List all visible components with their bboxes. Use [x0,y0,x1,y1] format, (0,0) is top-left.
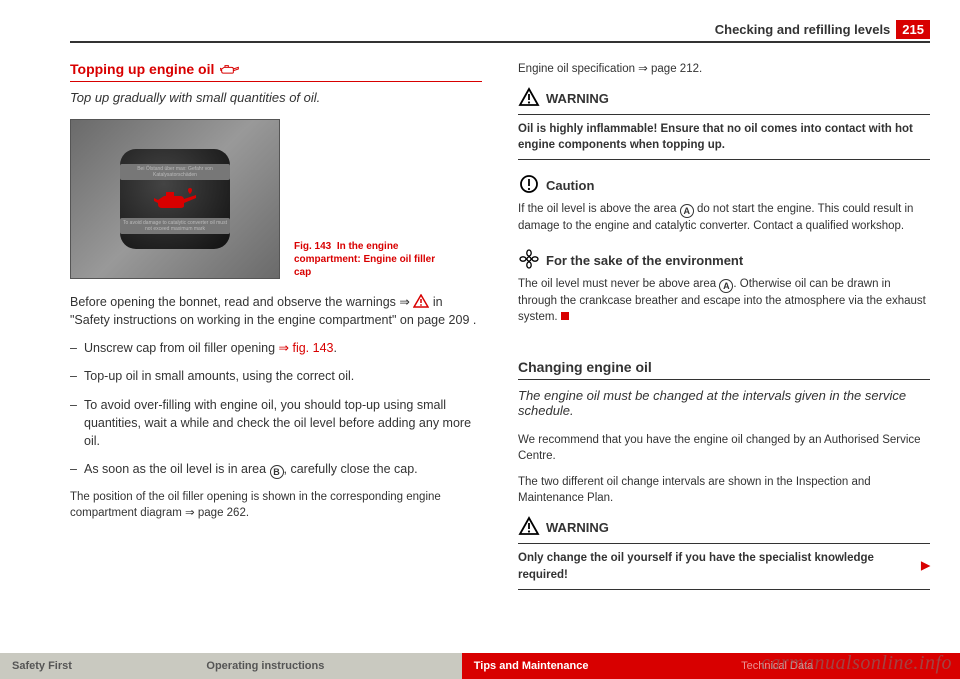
list-item: Unscrew cap from oil filler opening ⇒ fi… [70,339,482,357]
spec-reference: Engine oil specification ⇒ page 212. [518,61,930,75]
caution-icon [518,174,540,197]
instruction-list: Unscrew cap from oil filler opening ⇒ fi… [70,339,482,479]
warning-label: WARNING [546,520,609,535]
figure-block: Bei Ölstand über max: Gefahr von Katalys… [70,119,482,279]
footer-tab-operating: Operating instructions [194,653,461,679]
intro-paragraph: Before opening the bonnet, read and obse… [70,293,482,329]
left-column: Topping up engine oil Top up gradually w… [70,61,482,604]
warning-triangle-icon [518,87,540,110]
warning-box-1: WARNING Oil is highly inflammable! Ensur… [518,87,930,160]
environment-body: The oil level must never be above area A… [518,276,930,325]
header-title: Checking and refilling levels [715,22,891,37]
flower-icon [518,249,540,272]
page-header: Checking and refilling levels 215 [70,20,930,43]
environment-label: For the sake of the environment [546,253,743,268]
warning-box-2: WARNING Only change the oil yourself if … [518,516,930,589]
right-column: Engine oil specification ⇒ page 212. WAR… [518,61,930,604]
warning-body: Only change the oil yourself if you have… [518,543,930,589]
paragraph: The two different oil change intervals a… [518,474,930,506]
warning-head: WARNING [518,87,930,110]
figure-caption-label: Fig. 143 [294,241,331,252]
watermark: carmanualsonline.info [761,652,952,675]
caution-body: If the oil level is above the area A do … [518,201,930,234]
oil-can-icon [220,61,240,77]
warning-label: WARNING [546,91,609,106]
area-b-marker: B [270,465,284,479]
list-item: Top-up oil in small amounts, using the c… [70,367,482,385]
end-mark-icon [561,312,569,320]
figure-caption: Fig. 143 In the engine compartment: Engi… [294,240,454,279]
tail-paragraph: The position of the oil filler opening i… [70,489,482,521]
list-item: As soon as the oil level is in area B, c… [70,460,482,480]
environment-box: For the sake of the environment The oil … [518,249,930,325]
intro-text-1: Before opening the bonnet, read and obse… [70,295,410,309]
lead-text: Top up gradually with small quantities o… [70,90,482,105]
section-title-text: Changing engine oil [518,359,652,375]
section-title-text: Topping up engine oil [70,61,214,77]
warning-head: WARNING [518,516,930,539]
paragraph: We recommend that you have the engine oi… [518,432,930,464]
cap-text-top: Bei Ölstand über max: Gefahr von Katalys… [120,164,230,180]
warning-body: Oil is highly inflammable! Ensure that n… [518,114,930,160]
caution-label: Caution [546,178,594,193]
content-columns: Topping up engine oil Top up gradually w… [70,61,930,604]
caution-head: Caution [518,174,930,197]
section-title-topping-up: Topping up engine oil [70,61,482,82]
caution-box: Caution If the oil level is above the ar… [518,174,930,234]
oil-can-glyph-icon [152,186,198,212]
oil-cap-illustration: Bei Ölstand über max: Gefahr von Katalys… [120,149,230,249]
fig-ref-link: ⇒ fig. 143 [279,341,334,355]
continue-arrow-icon: ▶ [921,558,930,574]
list-item: To avoid over-filling with engine oil, y… [70,396,482,450]
footer-tab-safety: Safety First [0,653,194,679]
footer-tab-tips: Tips and Maintenance [462,653,729,679]
page-number: 215 [896,20,930,39]
area-a-marker: A [680,204,694,218]
manual-page: Checking and refilling levels 215 Toppin… [0,0,960,640]
figure-image: Bei Ölstand über max: Gefahr von Katalys… [70,119,280,279]
warning-triangle-icon [413,295,432,309]
cap-text-bottom: To avoid damage to catalytic converter o… [120,218,230,234]
lead-text: The engine oil must be changed at the in… [518,388,930,418]
section-title-changing-oil: Changing engine oil [518,359,930,380]
environment-head: For the sake of the environment [518,249,930,272]
warning-triangle-icon [518,516,540,539]
area-a-marker: A [719,279,733,293]
